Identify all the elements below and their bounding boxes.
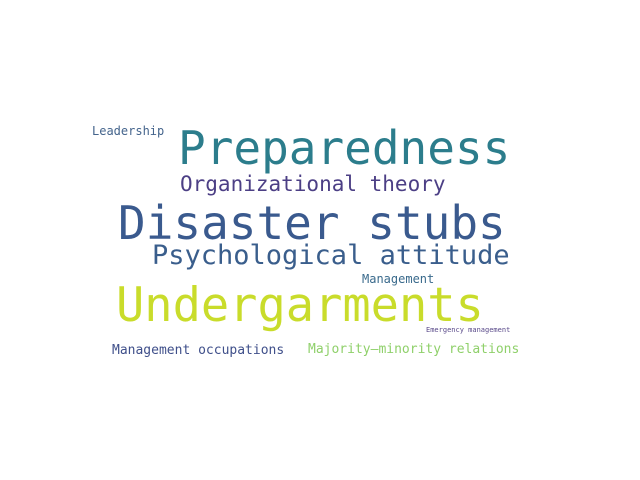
word-management: Management bbox=[362, 272, 435, 286]
word-preparedness: Preparedness bbox=[178, 121, 511, 175]
word-psychological-attitude: Psychological attitude bbox=[152, 240, 510, 271]
word-organizational-theory: Organizational theory bbox=[180, 172, 446, 196]
word-majority-minority-relations: Majority–minority relations bbox=[308, 342, 520, 357]
word-disaster-stubs: Disaster stubs bbox=[118, 196, 506, 250]
word-emergency-management: Emergency management bbox=[426, 326, 511, 334]
word-undergarments: Undergarments bbox=[116, 278, 484, 333]
word-management-occupations: Management occupations bbox=[112, 343, 285, 358]
word-leadership: Leadership bbox=[92, 124, 165, 138]
